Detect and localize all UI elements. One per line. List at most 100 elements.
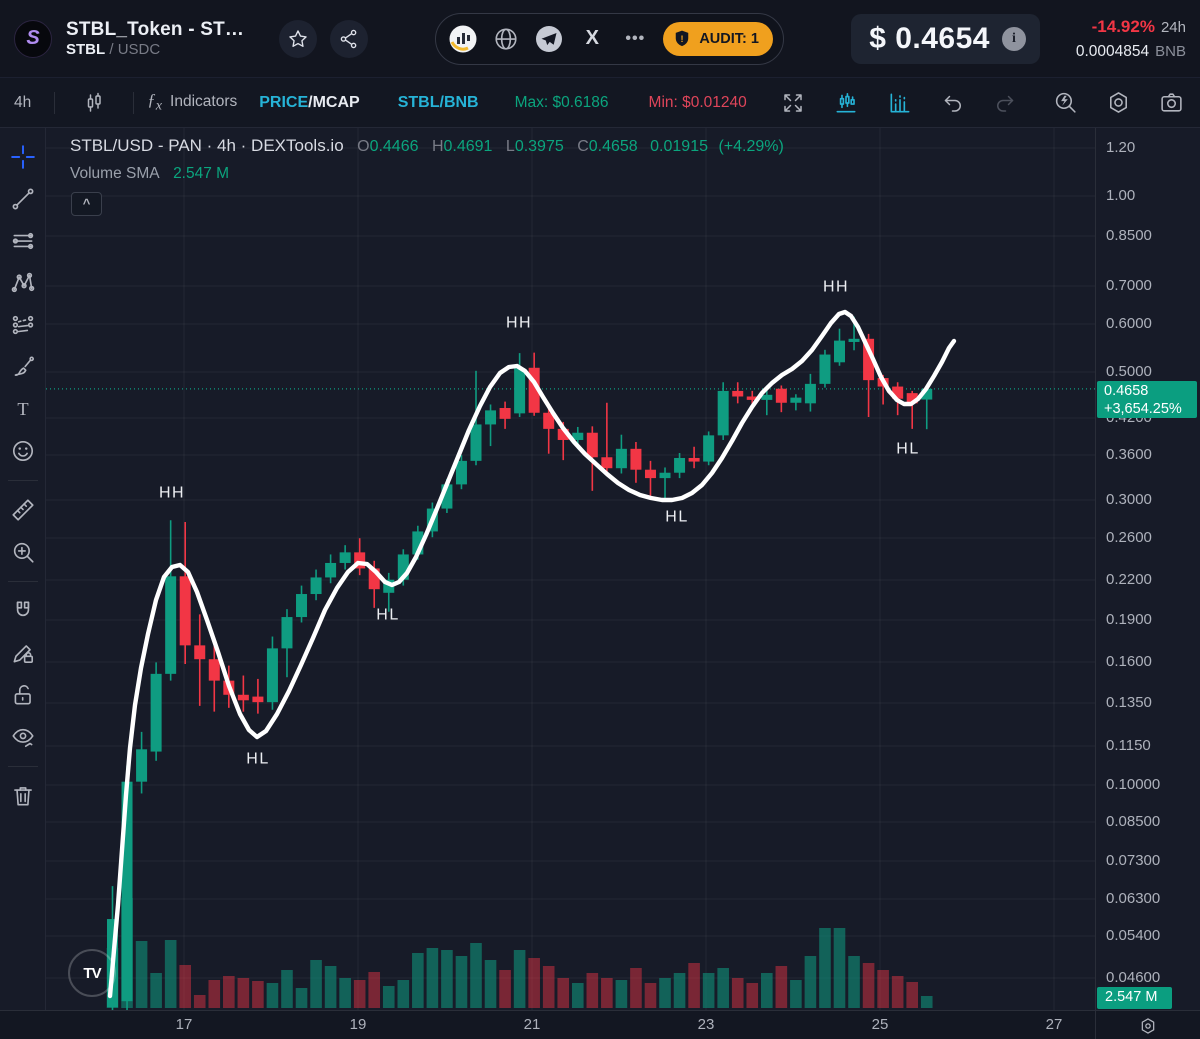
price-change-24h: -14.92%	[1091, 16, 1155, 36]
candles-view-button[interactable]	[833, 90, 859, 116]
telegram-icon[interactable]	[534, 24, 564, 54]
open-value: 0.4466	[369, 138, 419, 155]
tradingview-logo[interactable]: TV	[68, 949, 116, 997]
chart-settings-button[interactable]	[1106, 90, 1131, 115]
candlestick-chart[interactable]: HH HL HL HH HL HH HL	[0, 128, 1200, 1039]
change-abs: 0.01915	[650, 138, 708, 155]
price-axis-label: 0.2600	[1106, 529, 1152, 546]
price-summary: $ 0.4654 i -14.92% 24h 0.0004854 BNB	[851, 13, 1186, 64]
star-icon	[289, 29, 307, 47]
volume-bar	[819, 928, 831, 1008]
structure-label: HH	[159, 485, 185, 502]
volume-sma-label: Volume SMA	[70, 165, 159, 182]
pair-toggle[interactable]: STBL/BNB	[397, 93, 479, 111]
candle-body	[892, 386, 904, 399]
x-twitter-icon[interactable]: X	[585, 27, 599, 49]
price-axis-label: 0.3600	[1106, 446, 1152, 463]
favorite-button[interactable]	[279, 19, 318, 58]
candle-body	[746, 396, 758, 400]
info-icon[interactable]: i	[1001, 26, 1026, 51]
flash-search-icon	[1055, 92, 1076, 113]
candle-body	[644, 469, 656, 479]
candle-body	[296, 594, 308, 618]
candle-body	[252, 696, 264, 703]
volume-bar	[281, 970, 293, 1008]
price-axis-label: 0.2200	[1106, 571, 1152, 588]
candle-body	[921, 388, 933, 400]
axis-settings-button[interactable]	[1133, 1014, 1163, 1037]
xabcd-pattern-tool[interactable]	[8, 268, 38, 297]
candle-body	[150, 673, 162, 752]
chart-style-button[interactable]	[82, 91, 106, 115]
more-links-icon[interactable]: •••	[625, 29, 646, 47]
volume-bar	[790, 980, 802, 1008]
candle-body	[790, 397, 802, 403]
toolbar-divider	[7, 581, 38, 582]
volume-bar	[630, 968, 642, 1008]
current-price: $ 0.4654	[869, 21, 990, 55]
website-globe-icon[interactable]	[491, 24, 521, 54]
hide-drawings-tool[interactable]	[8, 722, 38, 751]
time-axis[interactable]: 17 19 21 23 25 27	[0, 1010, 1200, 1039]
ruler-tool[interactable]	[8, 495, 38, 524]
min-price-label: Min: $0.01240	[648, 93, 747, 111]
volume-chart-icon	[890, 93, 910, 112]
volume-bar	[339, 978, 351, 1008]
candlestick-style-icon	[88, 92, 101, 112]
zoom-in-tool[interactable]	[8, 537, 38, 566]
redo-button[interactable]	[993, 91, 1017, 115]
chart-toolbar: 4h ƒx Indicators PRICE/MCAP STBL/BNB Max…	[0, 78, 1200, 128]
volume-bar	[659, 978, 671, 1008]
structure-label: HH	[506, 315, 532, 332]
candle-body	[688, 457, 700, 462]
volume-bar	[557, 978, 570, 1008]
volume-bar	[310, 960, 322, 1008]
lock-all-tool[interactable]	[8, 680, 38, 709]
share-button[interactable]	[330, 19, 369, 58]
candle-body	[717, 390, 729, 436]
audit-badge[interactable]: ! AUDIT: 1	[663, 21, 773, 56]
brush-tool[interactable]	[8, 352, 38, 381]
price-axis[interactable]: 1.201.000.85000.70000.60000.50000.42000.…	[1095, 128, 1200, 1010]
emoji-tool[interactable]	[8, 436, 38, 465]
quick-search-button[interactable]	[1053, 90, 1078, 115]
legend-collapse-button[interactable]: ^	[71, 192, 102, 216]
horizontal-lines-tool[interactable]	[8, 226, 38, 255]
dextools-score-icon[interactable]	[448, 24, 478, 54]
remove-drawings-tool[interactable]	[8, 781, 38, 810]
token-pair: STBL / USDC	[66, 40, 161, 58]
magnet-tool[interactable]	[8, 596, 38, 625]
volume-bar	[426, 948, 439, 1008]
max-price-label: Max: $0.6186	[514, 93, 609, 111]
price-axis-label: 0.5000	[1106, 363, 1152, 380]
projection-tool[interactable]	[8, 310, 38, 339]
candle-body	[368, 568, 380, 590]
drawing-lock-tool[interactable]	[8, 638, 38, 667]
indicators-button[interactable]: ƒx Indicators	[147, 90, 238, 114]
gear-icon	[1110, 92, 1127, 113]
candle-body	[208, 659, 220, 681]
volume-view-button[interactable]	[887, 90, 913, 116]
snapshot-button[interactable]	[1159, 90, 1184, 115]
crosshair-tool[interactable]	[8, 142, 38, 171]
change-pct: (+4.29%)	[718, 138, 784, 155]
trend-line-tool[interactable]	[8, 184, 38, 213]
fullscreen-button[interactable]	[781, 91, 805, 115]
undo-button[interactable]	[941, 91, 965, 115]
volume-bar	[746, 983, 759, 1008]
expand-icon	[784, 93, 802, 112]
token-links-bar: X ••• ! AUDIT: 1	[435, 12, 784, 65]
candle-body	[121, 781, 133, 1002]
candle-body	[804, 383, 816, 404]
volume-bar	[542, 966, 555, 1008]
price-mcap-toggle[interactable]: PRICE/MCAP	[259, 93, 360, 111]
price-axis-label: 0.1600	[1106, 653, 1152, 670]
text-tool[interactable]: T	[8, 394, 38, 423]
volume-sma-value: 2.547 M	[173, 165, 230, 182]
candle-body	[194, 645, 206, 660]
candles-chart-icon	[836, 92, 856, 112]
candle-body	[572, 432, 584, 440]
volume-bar	[353, 980, 366, 1008]
volume-bar	[673, 973, 686, 1008]
timeframe-button[interactable]: 4h	[14, 93, 32, 111]
